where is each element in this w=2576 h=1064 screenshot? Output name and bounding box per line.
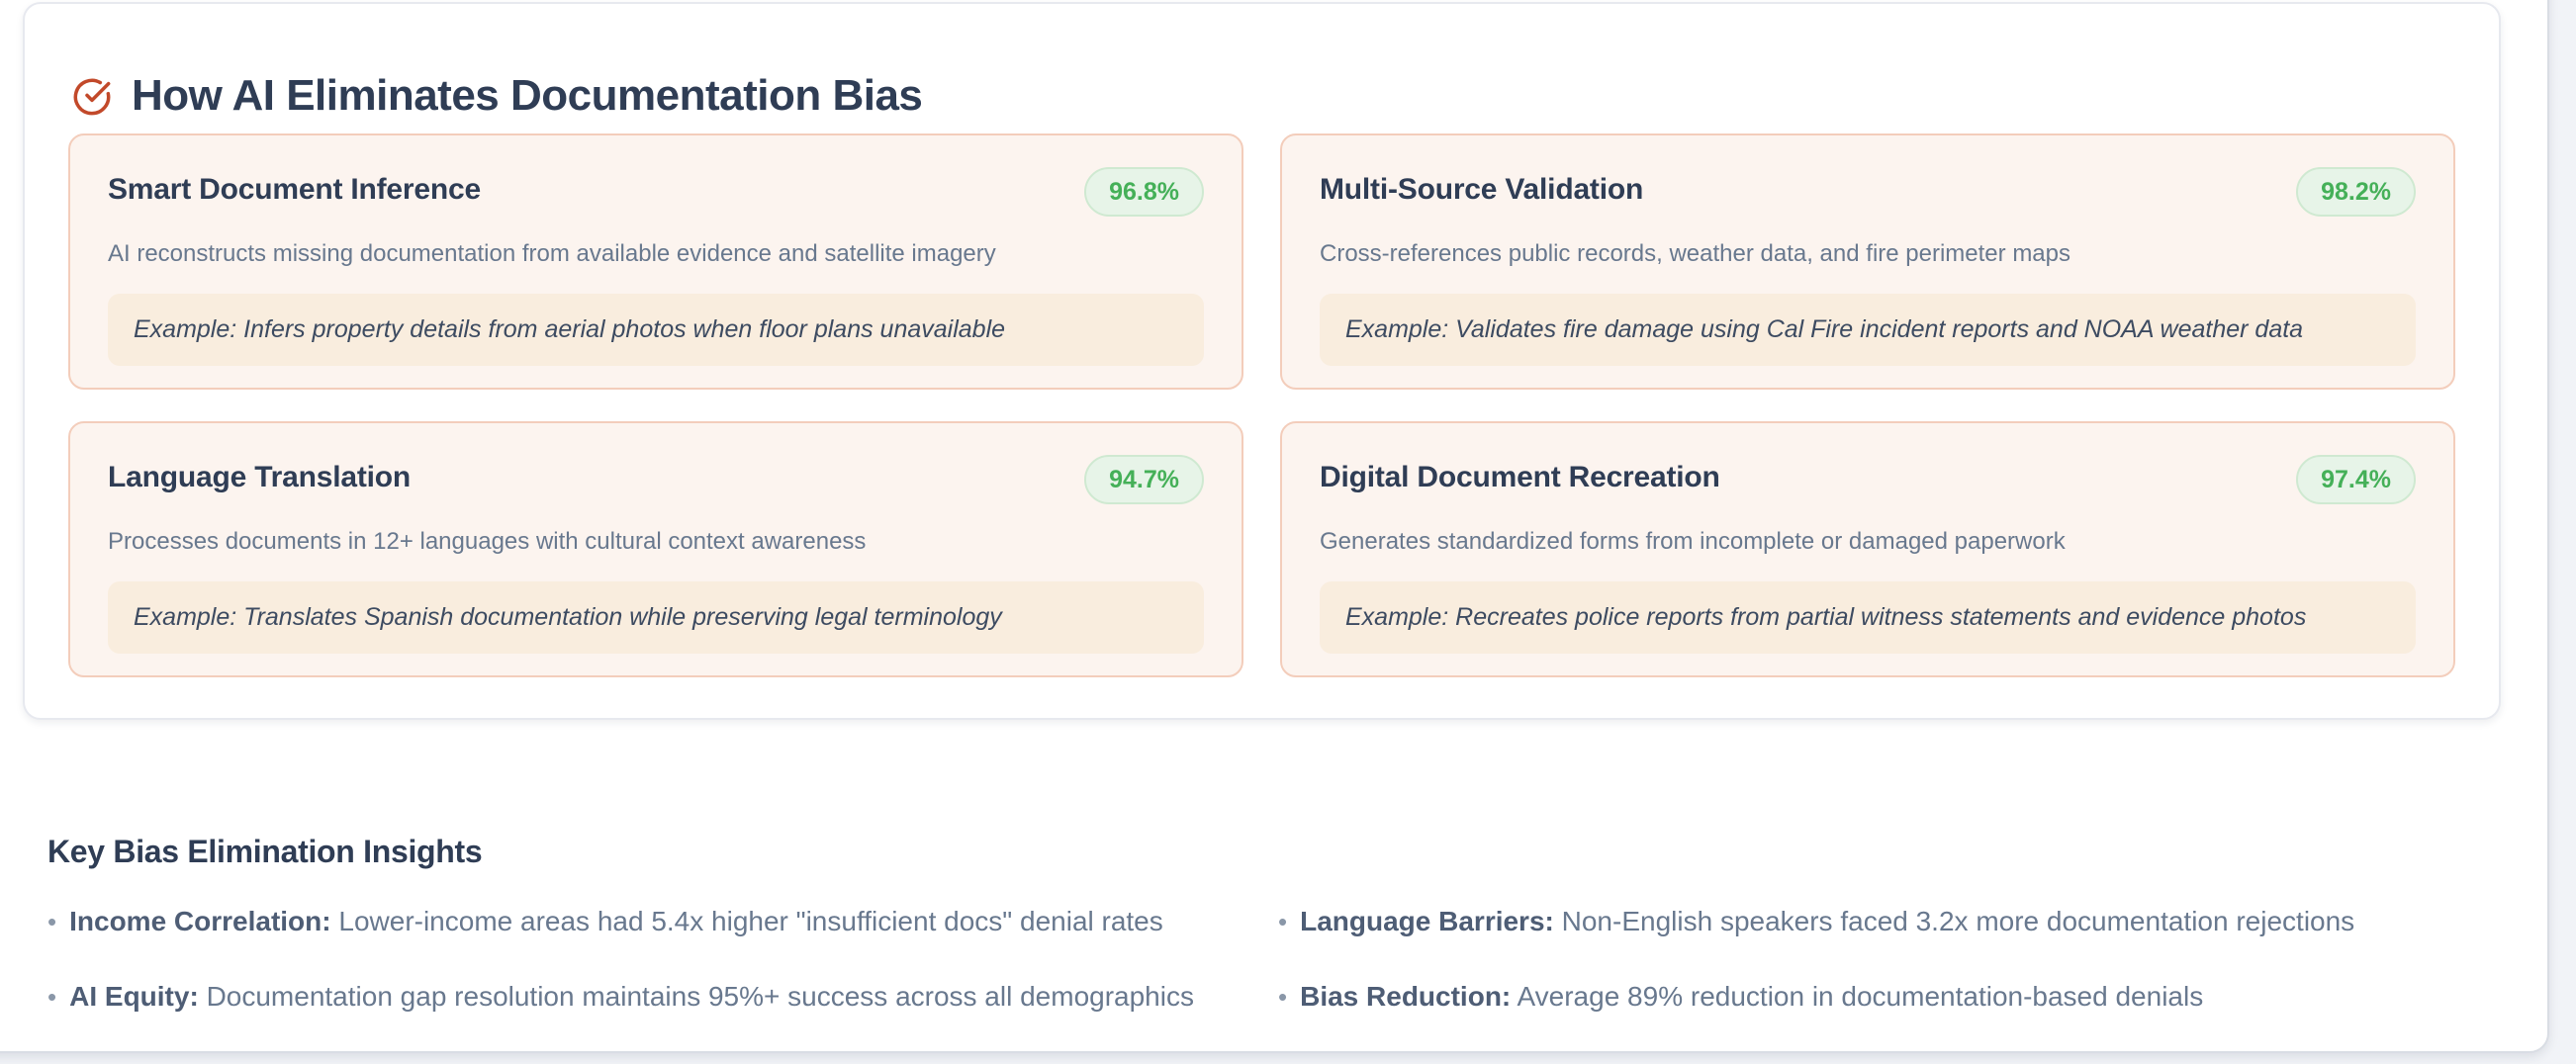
insight-label: AI Equity:: [69, 980, 199, 1012]
method-description: Generates standardized forms from incomp…: [1320, 528, 2066, 555]
insight-ai-equity: • AI Equity: Documentation gap resolutio…: [47, 979, 1278, 1015]
key-insights-section: Key Bias Elimination Insights • Income C…: [47, 807, 2521, 1015]
card-header: Smart Document Inference 96.8%: [108, 167, 1204, 217]
method-example: Example: Recreates police reports from p…: [1320, 581, 2416, 655]
insight-text: Bias Reduction: Average 89% reduction in…: [1300, 979, 2203, 1015]
insight-value: Lower-income areas had 5.4x higher "insu…: [338, 905, 1163, 936]
method-description: Cross-references public records, weather…: [1320, 240, 2070, 267]
panel-title: How AI Eliminates Documentation Bias: [132, 71, 923, 121]
insights-heading: Key Bias Elimination Insights: [47, 833, 483, 869]
method-example: Example: Translates Spanish documentatio…: [108, 581, 1204, 655]
insight-value: Non-English speakers faced 3.2x more doc…: [1561, 905, 2355, 936]
method-cards-grid: Smart Document Inference 96.8% AI recons…: [68, 133, 2455, 677]
insight-label: Language Barriers:: [1300, 905, 1554, 936]
bullet-icon: •: [47, 906, 57, 936]
bullet-icon: •: [47, 981, 57, 1012]
method-card-language-translation: Language Translation 94.7% Processes doc…: [68, 421, 1243, 677]
accuracy-badge: 96.8%: [1084, 167, 1204, 217]
insight-text: AI Equity: Documentation gap resolution …: [69, 979, 1194, 1015]
method-description: AI reconstructs missing documentation fr…: [108, 240, 996, 267]
insight-value: Documentation gap resolution maintains 9…: [206, 980, 1194, 1012]
method-name: Smart Document Inference: [108, 173, 481, 206]
insight-language-barriers: • Language Barriers: Non-English speaker…: [1278, 904, 2521, 939]
insight-income-correlation: • Income Correlation: Lower-income areas…: [47, 904, 1278, 939]
method-name: Language Translation: [108, 461, 412, 493]
insight-value: Average 89% reduction in documentation-b…: [1517, 980, 2204, 1012]
insight-label: Income Correlation:: [69, 905, 331, 936]
accuracy-badge: 94.7%: [1084, 455, 1204, 504]
panel-header: How AI Eliminates Documentation Bias: [25, 4, 2499, 149]
card-header: Digital Document Recreation 97.4%: [1320, 455, 2416, 504]
method-card-multi-source-validation: Multi-Source Validation 98.2% Cross-refe…: [1280, 133, 2455, 390]
insights-grid: • Income Correlation: Lower-income areas…: [47, 904, 2521, 1016]
insight-text: Language Barriers: Non-English speakers …: [1300, 904, 2354, 939]
method-example: Example: Infers property details from ae…: [108, 294, 1204, 367]
accuracy-badge: 98.2%: [2296, 167, 2416, 217]
card-header: Language Translation 94.7%: [108, 455, 1204, 504]
ai-methods-panel: How AI Eliminates Documentation Bias Sma…: [23, 2, 2501, 720]
card-header: Multi-Source Validation 98.2%: [1320, 167, 2416, 217]
insight-bias-reduction: • Bias Reduction: Average 89% reduction …: [1278, 979, 2521, 1015]
bullet-icon: •: [1278, 981, 1288, 1012]
bullet-icon: •: [1278, 906, 1288, 936]
method-name: Multi-Source Validation: [1320, 173, 1644, 206]
method-name: Digital Document Recreation: [1320, 461, 1720, 493]
insight-text: Income Correlation: Lower-income areas h…: [69, 904, 1163, 939]
method-example: Example: Validates fire damage using Cal…: [1320, 294, 2416, 367]
method-card-smart-document-inference: Smart Document Inference 96.8% AI recons…: [68, 133, 1243, 390]
check-circle-icon: [72, 77, 112, 117]
insight-label: Bias Reduction:: [1300, 980, 1512, 1012]
method-card-digital-document-recreation: Digital Document Recreation 97.4% Genera…: [1280, 421, 2455, 677]
method-description: Processes documents in 12+ languages wit…: [108, 528, 867, 555]
accuracy-badge: 97.4%: [2296, 455, 2416, 504]
